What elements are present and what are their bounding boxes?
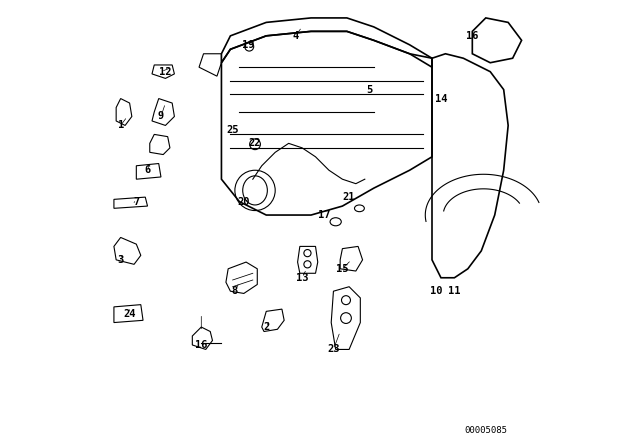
- Text: 16: 16: [195, 340, 207, 350]
- Text: 00005085: 00005085: [464, 426, 508, 435]
- Text: 16: 16: [466, 31, 479, 41]
- Text: 13: 13: [296, 273, 308, 283]
- Text: 9: 9: [158, 112, 164, 121]
- Text: 17: 17: [318, 210, 331, 220]
- Text: 12: 12: [159, 67, 172, 77]
- Text: 19: 19: [242, 40, 255, 50]
- Text: 1: 1: [118, 121, 124, 130]
- Text: 3: 3: [118, 255, 124, 265]
- Text: 4: 4: [292, 31, 298, 41]
- Text: 14: 14: [435, 94, 447, 103]
- Text: 2: 2: [263, 322, 269, 332]
- Text: 22: 22: [249, 138, 261, 148]
- Text: 24: 24: [124, 309, 136, 319]
- Text: 11: 11: [448, 286, 461, 296]
- Text: 6: 6: [145, 165, 150, 175]
- Text: 8: 8: [232, 286, 238, 296]
- Text: 23: 23: [327, 345, 340, 354]
- Text: 25: 25: [227, 125, 239, 135]
- Text: 10: 10: [430, 286, 443, 296]
- Text: 7: 7: [133, 197, 140, 207]
- Text: 15: 15: [336, 264, 349, 274]
- Text: 20: 20: [237, 197, 250, 207]
- Text: 21: 21: [343, 192, 355, 202]
- Text: 5: 5: [366, 85, 372, 95]
